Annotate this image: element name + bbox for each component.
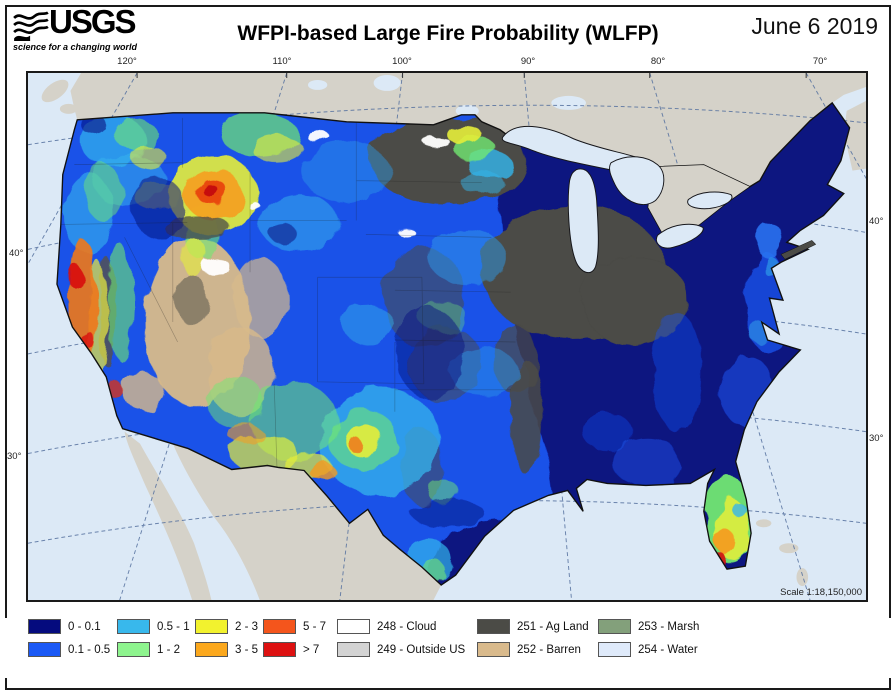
map-canvas: Scale 1:18,150,000: [26, 71, 868, 602]
legend-col-5: 248 - Cloud 249 - Outside US: [337, 618, 465, 664]
legend-label: 0.5 - 1: [157, 620, 190, 633]
new-brunswick: [843, 100, 866, 171]
usgs-logo: USGS science for a changing world: [13, 3, 163, 52]
legend-col-6: 251 - Ag Land 252 - Barren: [477, 618, 589, 664]
legend-swatch: [117, 619, 150, 634]
page-title: WFPI-based Large Fire Probability (WLFP): [237, 22, 659, 45]
legend-swatch: [28, 619, 61, 634]
lon-ticks: [136, 73, 807, 78]
state-boundaries: [60, 117, 516, 472]
long-island: [780, 240, 817, 260]
legend-col-3: 2 - 3 3 - 5: [195, 618, 258, 664]
legend-col-4: 5 - 7 > 7: [263, 618, 326, 664]
legend-label: 3 - 5: [235, 643, 259, 656]
lat-label-left-40: 40°: [9, 248, 24, 259]
lake-erie: [656, 223, 704, 249]
lon-label-70: 70°: [812, 56, 828, 67]
fire-probability-map: [28, 73, 866, 600]
canadian-lakes: [307, 74, 587, 117]
lon-label-80: 80°: [650, 56, 666, 67]
legend-item: 2 - 3: [195, 618, 258, 635]
legend-item: 3 - 5: [195, 641, 258, 658]
legend-item: 1 - 2: [117, 641, 190, 658]
legend-label: 249 - Outside US: [377, 643, 466, 656]
bahamas: [755, 519, 772, 528]
legend-label: 0.1 - 0.5: [68, 643, 111, 656]
legend-label: 0 - 0.1: [68, 620, 101, 633]
legend-label: 5 - 7: [303, 620, 327, 633]
usgs-wave-icon: [13, 11, 49, 41]
usgs-logo-text: USGS: [49, 3, 137, 40]
legend-item: 0.5 - 1: [117, 618, 190, 635]
legend-item: 5 - 7: [263, 618, 326, 635]
vancouver-island: [41, 79, 69, 103]
lake-huron: [609, 156, 665, 205]
legend-item: 253 - Marsh: [598, 618, 699, 635]
legend-label: 253 - Marsh: [638, 620, 700, 633]
map-scale: Scale 1:18,150,000: [780, 587, 862, 598]
legend-label: 252 - Barren: [517, 643, 581, 656]
legend-swatch: [598, 642, 631, 657]
lon-label-100: 100°: [392, 56, 412, 67]
map-date: June 6 2019: [751, 13, 878, 39]
legend-label: 1 - 2: [157, 643, 181, 656]
lake-ontario: [687, 191, 733, 210]
legend-swatch: [598, 619, 631, 634]
legend-item: 248 - Cloud: [337, 618, 465, 635]
legend-item: 252 - Barren: [477, 641, 589, 658]
legend-swatch: [28, 642, 61, 657]
legend-col-2: 0.5 - 1 1 - 2: [117, 618, 190, 664]
legend-swatch: [117, 642, 150, 657]
legend-item: > 7: [263, 641, 326, 658]
legend-swatch: [337, 642, 370, 657]
legend-label: 248 - Cloud: [377, 620, 437, 633]
legend-swatch: [477, 642, 510, 657]
legend-label: > 7: [303, 643, 320, 656]
lon-label-90: 90°: [520, 56, 536, 67]
legend-item: 0 - 0.1: [28, 618, 110, 635]
legend-col-7: 253 - Marsh 254 - Water: [598, 618, 699, 664]
mexico-mainland: [172, 443, 442, 600]
legend-swatch: [195, 642, 228, 657]
baja-california: [124, 431, 212, 600]
legend: 0 - 0.1 0.1 - 0.5 0.5 - 1 1 - 2 2 - 3: [0, 618, 896, 678]
legend-item: 0.1 - 0.5: [28, 641, 110, 658]
lat-label-left-30: 30°: [7, 451, 22, 462]
great-lakes: [501, 126, 733, 274]
lon-label-110: 110°: [272, 56, 292, 67]
legend-item: 254 - Water: [598, 641, 699, 658]
legend-swatch: [477, 619, 510, 634]
legend-swatch: [337, 619, 370, 634]
legend-swatch: [195, 619, 228, 634]
legend-swatch: [263, 642, 296, 657]
legend-label: 251 - Ag Land: [517, 620, 589, 633]
legend-swatch: [263, 619, 296, 634]
legend-item: 249 - Outside US: [337, 641, 465, 658]
lat-label-right-30: 30°: [869, 433, 884, 444]
usgs-tagline: science for a changing world: [13, 42, 138, 52]
legend-label: 2 - 3: [235, 620, 259, 633]
lake-michigan: [567, 168, 599, 274]
legend-col-1: 0 - 0.1 0.1 - 0.5: [28, 618, 110, 664]
lon-label-120: 120°: [117, 56, 137, 67]
legend-label: 254 - Water: [638, 643, 698, 656]
legend-item: 251 - Ag Land: [477, 618, 589, 635]
lat-label-right-40: 40°: [869, 216, 884, 227]
